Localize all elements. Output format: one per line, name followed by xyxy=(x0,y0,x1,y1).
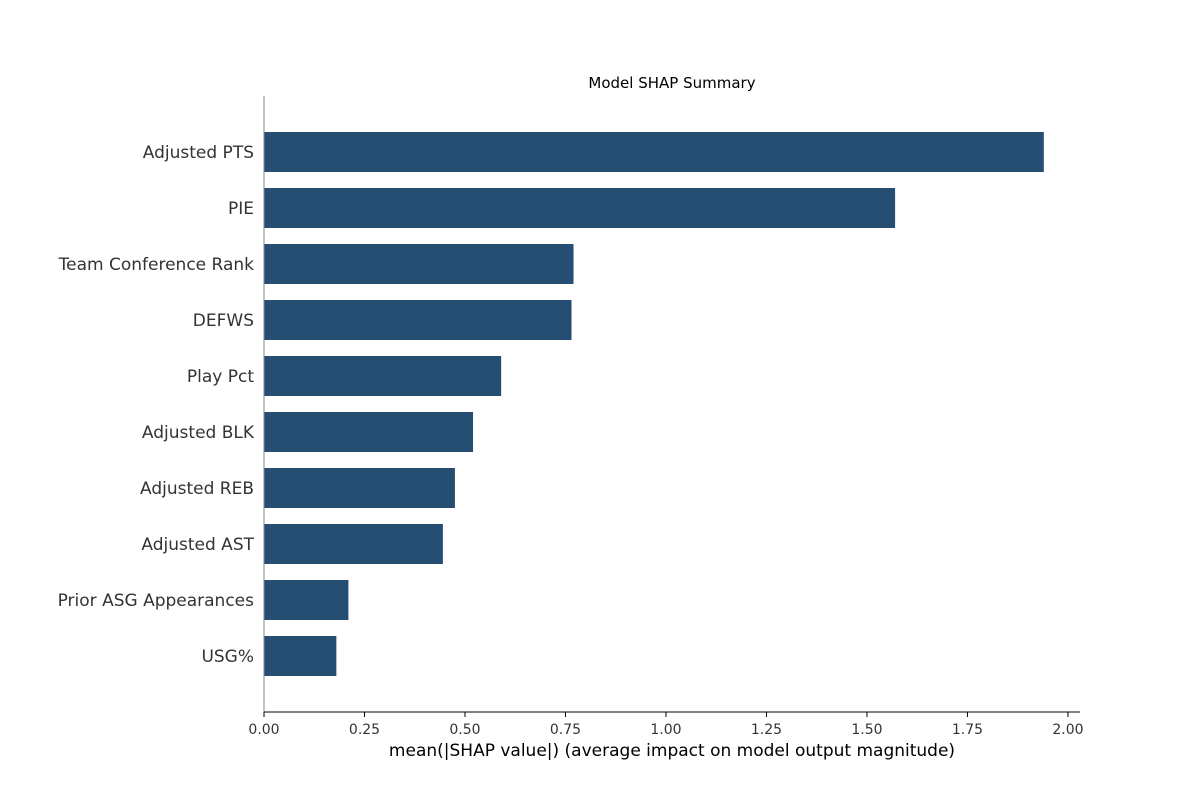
category-labels: Adjusted PTS PIE Team Conference Rank DEFWS… xyxy=(58,143,255,667)
category-label-adjusted-ast: Adjusted AST xyxy=(141,535,254,555)
category-label-adjusted-pts: Adjusted PTS xyxy=(143,143,254,163)
x-tick-label: 0.25 xyxy=(349,722,380,738)
category-label-prior-asg-appearances: Prior ASG Appearances xyxy=(58,591,255,611)
category-label-defws: DEFWS xyxy=(193,311,254,331)
bar-adjusted-pts xyxy=(264,132,1044,172)
bar-pie xyxy=(264,188,896,228)
bar-adjusted-blk xyxy=(264,412,474,452)
category-label-adjusted-blk: Adjusted BLK xyxy=(142,423,255,443)
bar-prior-asg-appearances xyxy=(264,580,349,620)
x-tick-label: 2.00 xyxy=(1052,722,1083,738)
x-tick-label: 0.50 xyxy=(449,722,480,738)
bar-adjusted-ast xyxy=(264,524,443,564)
bar-team-conference-rank xyxy=(264,244,574,284)
category-label-team-conference-rank: Team Conference Rank xyxy=(58,255,255,275)
x-tick-label: 0.75 xyxy=(550,722,581,738)
bar-adjusted-reb xyxy=(264,468,455,508)
category-label-adjusted-reb: Adjusted REB xyxy=(140,479,254,499)
x-tick-label: 1.50 xyxy=(851,722,882,738)
x-axis-label: mean(|SHAP value|) (average impact on mo… xyxy=(389,741,955,761)
bar-play-pct xyxy=(264,356,502,396)
x-tick-label: 1.75 xyxy=(952,722,983,738)
x-axis-ticks: 0.00 0.25 0.50 0.75 1.00 1.25 1.50 1.75 2.00 xyxy=(248,712,1084,738)
x-tick-label: 1.25 xyxy=(751,722,782,738)
x-tick-label: 1.00 xyxy=(650,722,681,738)
chart-title: Model SHAP Summary xyxy=(588,74,755,92)
bar-usg xyxy=(264,636,337,676)
x-tick-label: 0.00 xyxy=(248,722,279,738)
bars-layer xyxy=(264,132,1044,676)
bar-defws xyxy=(264,300,572,340)
category-label-play-pct: Play Pct xyxy=(187,367,254,387)
category-label-pie: PIE xyxy=(228,199,254,219)
category-label-usg: USG% xyxy=(201,647,254,667)
